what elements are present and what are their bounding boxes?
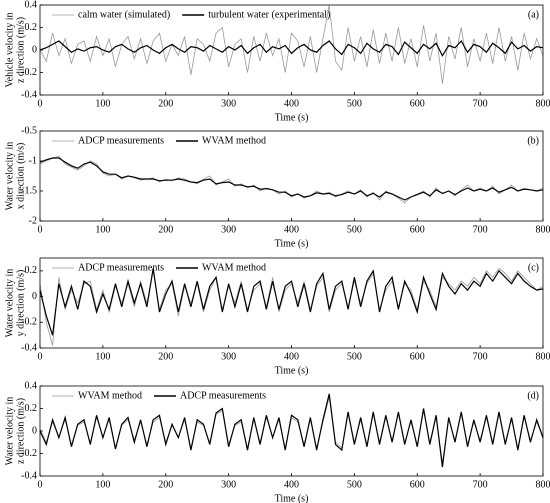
x-tick-label: 800 [536,479,550,490]
x-tick-label: 0 [38,479,43,490]
y-axis-label: y direction (m/s) [15,270,26,337]
x-tick-label: 600 [410,224,425,235]
x-tick-label: 100 [95,98,110,109]
y-tick-label: 0.2 [25,403,38,414]
panel-label: (c) [528,262,539,273]
y-tick-label: 0 [32,291,37,302]
legend-label: ADCP measurements [180,390,266,401]
x-axis-label: Time (s) [275,365,309,376]
x-tick-label: 600 [410,98,425,109]
x-tick-label: 300 [221,479,236,490]
x-tick-label: 200 [158,98,173,109]
x-axis-label: Time (s) [275,238,309,249]
x-tick-label: 100 [95,224,110,235]
y-axis-label: z direction (m/s) [15,398,26,464]
y-tick-label: 0.2 [25,265,38,276]
legend-label: WVAM method [78,390,142,401]
y-tick-label: -0.2 [21,67,37,78]
panel: 0 100 200 300 400 500 600 700 800 -0.4 -0.2 0 0.2 0.4… [4,380,550,503]
x-tick-label: 800 [536,224,550,235]
x-tick-label: 300 [221,98,236,109]
x-tick-label: 200 [158,351,173,362]
legend-label: WVAM method [202,262,266,273]
x-tick-label: 0 [38,351,43,362]
series-line [39,393,544,468]
y-tick-label: 0.2 [25,22,38,33]
series-line [39,39,544,57]
legend-label: calm water (simulated) [78,9,170,20]
x-tick-label: 700 [473,98,488,109]
panel: 0 100 200 300 400 500 600 700 800 -2 -1.5 -1 -0.5 Tim… [4,125,550,249]
series-line [39,397,544,463]
x-tick-label: 600 [410,479,425,490]
x-tick-label: 400 [284,351,299,362]
series-line [39,157,544,201]
x-tick-label: 300 [221,224,236,235]
panel: 0 100 200 300 400 500 600 700 800 -0.4 -0.2 0 0.2 Tim… [4,257,550,376]
x-tick-label: 0 [38,224,43,235]
y-tick-label: 0 [32,44,37,55]
panel-label: (b) [527,135,539,146]
panel-label: (a) [528,9,539,20]
y-tick-label: -0.2 [21,317,37,328]
x-tick-label: 400 [284,479,299,490]
panel-label: (d) [527,390,539,401]
x-tick-label: 400 [284,98,299,109]
x-tick-label: 700 [473,351,488,362]
y-tick-label: -0.4 [21,470,37,481]
y-tick-label: -2 [29,215,37,226]
y-tick-label: -0.2 [21,448,37,459]
y-tick-label: 0.4 [25,380,38,391]
x-tick-label: 600 [410,351,425,362]
x-axis-label: Time (s) [275,112,309,123]
legend-label: ADCP measurements [78,262,164,273]
x-tick-label: 0 [38,98,43,109]
legend-label: WVAM method [202,135,266,146]
x-tick-label: 700 [473,224,488,235]
x-tick-label: 100 [95,351,110,362]
y-tick-label: -0.4 [21,89,37,100]
series-line [39,268,544,336]
x-tick-label: 100 [95,479,110,490]
y-axis-label: Water velocity in [4,142,15,211]
x-tick-label: 800 [536,351,550,362]
x-tick-label: 800 [536,98,550,109]
legend-label: turbulent water (experimental) [208,9,330,20]
x-axis-label: Time (s) [275,493,309,503]
x-tick-label: 200 [158,224,173,235]
legend-label: ADCP measurements [78,135,164,146]
x-tick-label: 700 [473,479,488,490]
y-axis-label: Water velocity in [4,397,15,466]
y-tick-label: -0.5 [21,125,37,136]
series-line [39,267,544,346]
x-tick-label: 500 [347,224,362,235]
y-tick-label: -0.4 [21,342,37,353]
panel: 0 100 200 300 400 500 600 700 800 -0.4 -0.2 0 0.2 0.4… [4,0,550,123]
x-tick-label: 500 [347,351,362,362]
y-axis-label: Water velocity in [4,269,15,338]
y-axis-label: x direction (m/s) [15,143,26,210]
x-tick-label: 400 [284,224,299,235]
x-tick-label: 200 [158,479,173,490]
x-tick-label: 500 [347,98,362,109]
y-axis-label: Vehicle velocity in [4,13,15,88]
y-tick-label: 0.4 [25,0,38,10]
y-axis-label: z direction (m/s) [15,17,26,83]
y-tick-label: -1.5 [21,185,37,196]
x-tick-label: 500 [347,479,362,490]
series-line [39,4,544,84]
y-tick-label: 0 [32,425,37,436]
y-tick-label: -1 [29,155,37,166]
x-tick-label: 300 [221,351,236,362]
